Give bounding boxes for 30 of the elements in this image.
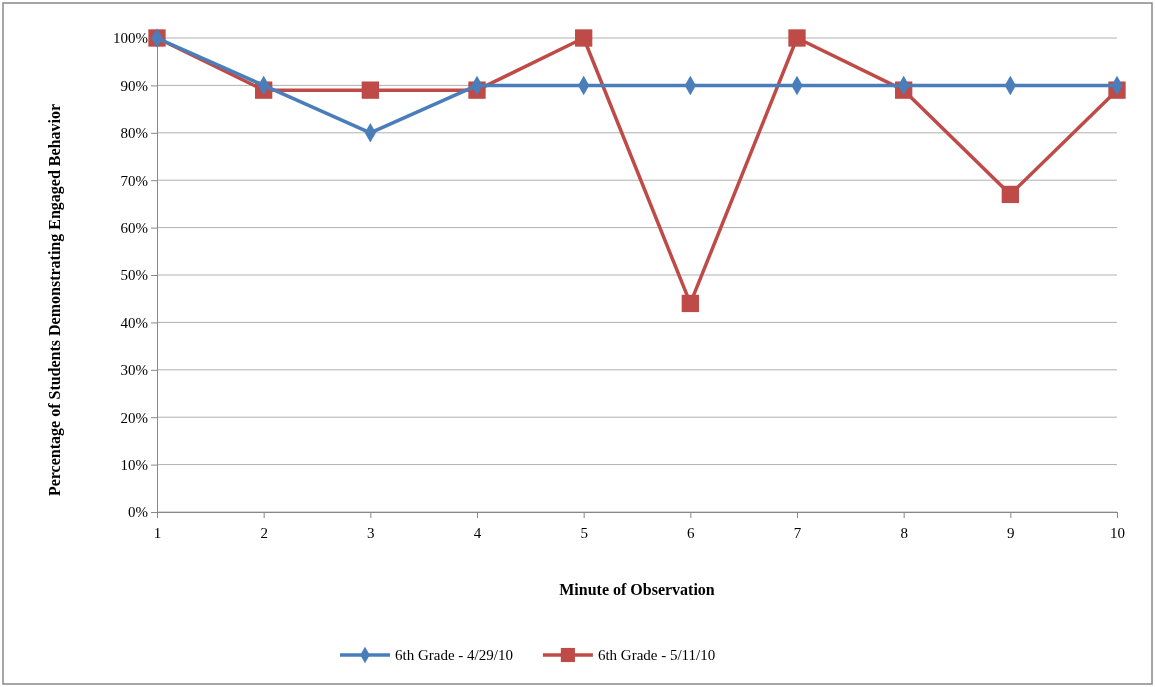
y-tick-label: 30% xyxy=(120,362,148,379)
x-tick-label: 7 xyxy=(793,524,802,541)
x-tick-label: 10 xyxy=(1110,524,1125,541)
x-tick-label: 5 xyxy=(580,524,588,541)
y-tick-label: 80% xyxy=(120,125,148,142)
y-axis-title: Percentage of Students Demonstrating Engaged Behavior xyxy=(46,103,64,497)
x-tick-label: 9 xyxy=(1007,524,1015,541)
x-tick-label: 2 xyxy=(260,524,268,541)
legend-label: 6th Grade - 5/11/10 xyxy=(597,647,716,663)
x-tick-label: 1 xyxy=(153,524,162,541)
y-tick-label: 100% xyxy=(113,30,148,47)
x-tick-label: 4 xyxy=(473,524,482,541)
y-tick-label: 50% xyxy=(120,267,148,284)
point xyxy=(575,29,593,47)
legend-label: 6th Grade - 4/29/10 xyxy=(395,647,513,663)
x-tick-label: 8 xyxy=(900,524,908,541)
x-tick-label: 6 xyxy=(687,524,696,541)
y-tick-label: 0% xyxy=(128,504,148,521)
x-axis-title: Minute of Observation xyxy=(559,581,715,598)
point xyxy=(788,29,806,47)
y-tick-label: 60% xyxy=(120,219,148,236)
x-tick-label: 3 xyxy=(367,524,375,541)
point xyxy=(1001,185,1019,204)
y-tick-label: 70% xyxy=(120,172,148,189)
y-tick-label: 20% xyxy=(120,409,148,426)
point xyxy=(361,81,379,99)
y-tick-label: 90% xyxy=(120,77,148,94)
y-tick-label: 10% xyxy=(120,456,148,473)
point xyxy=(681,294,699,313)
y-tick-label: 40% xyxy=(120,314,148,331)
